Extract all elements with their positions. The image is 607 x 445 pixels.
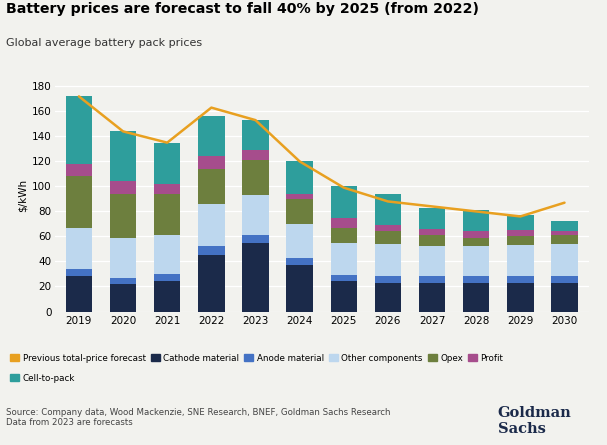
Bar	[419, 229, 446, 235]
Bar	[198, 255, 225, 312]
Bar	[154, 274, 180, 282]
Bar	[242, 150, 269, 160]
Bar	[331, 218, 357, 228]
Bar	[110, 238, 137, 278]
Bar	[463, 247, 489, 276]
Bar	[463, 210, 489, 231]
Bar	[198, 117, 225, 156]
Bar	[154, 143, 180, 184]
Bar	[287, 224, 313, 258]
Bar	[242, 235, 269, 243]
Bar	[66, 164, 92, 176]
Legend: Previous total-price forecast, Cathode material, Anode material, Other component: Previous total-price forecast, Cathode m…	[10, 354, 503, 363]
Bar	[507, 276, 534, 283]
Bar	[375, 283, 401, 311]
Bar	[375, 244, 401, 276]
Bar	[375, 225, 401, 231]
Bar	[419, 276, 446, 283]
Bar	[110, 194, 137, 238]
Y-axis label: $/kWh: $/kWh	[18, 179, 28, 212]
Bar	[287, 194, 313, 199]
Bar	[110, 182, 137, 194]
Bar	[66, 269, 92, 276]
Bar	[242, 160, 269, 195]
Bar	[551, 244, 578, 276]
Bar	[375, 231, 401, 244]
Bar	[463, 283, 489, 311]
Bar	[419, 283, 446, 311]
Bar	[375, 276, 401, 283]
Bar	[507, 245, 534, 276]
Bar	[242, 195, 269, 235]
Bar	[110, 131, 137, 182]
Bar	[198, 169, 225, 204]
Bar	[331, 186, 357, 218]
Bar	[375, 194, 401, 225]
Bar	[154, 184, 180, 194]
Bar	[110, 278, 137, 284]
Bar	[419, 247, 446, 276]
Text: Goldman
Sachs: Goldman Sachs	[498, 406, 571, 436]
Bar	[331, 243, 357, 275]
Bar	[551, 235, 578, 244]
Bar	[507, 236, 534, 245]
Text: Source: Company data, Wood Mackenzie, SNE Research, BNEF, Goldman Sachs Research: Source: Company data, Wood Mackenzie, SN…	[6, 408, 390, 427]
Bar	[551, 231, 578, 235]
Bar	[198, 204, 225, 247]
Bar	[198, 156, 225, 169]
Bar	[331, 228, 357, 243]
Bar	[198, 247, 225, 255]
Bar	[287, 199, 313, 224]
Text: Battery prices are forecast to fall 40% by 2025 (from 2022): Battery prices are forecast to fall 40% …	[6, 2, 479, 16]
Bar	[551, 283, 578, 311]
Text: Global average battery pack prices: Global average battery pack prices	[6, 38, 202, 48]
Bar	[66, 228, 92, 269]
Bar	[507, 283, 534, 311]
Bar	[242, 243, 269, 312]
Bar	[154, 282, 180, 312]
Bar	[551, 222, 578, 231]
Bar	[463, 276, 489, 283]
Bar	[331, 282, 357, 312]
Bar	[463, 238, 489, 247]
Bar	[419, 208, 446, 229]
Bar	[507, 215, 534, 230]
Bar	[242, 120, 269, 150]
Bar	[66, 176, 92, 228]
Bar	[66, 276, 92, 311]
Bar	[463, 231, 489, 238]
Bar	[154, 235, 180, 274]
Bar	[551, 276, 578, 283]
Bar	[331, 275, 357, 282]
Bar	[287, 258, 313, 265]
Bar	[66, 97, 92, 164]
Bar	[154, 194, 180, 235]
Bar	[110, 284, 137, 312]
Bar	[419, 235, 446, 247]
Bar	[287, 162, 313, 194]
Legend: Cell-to-pack: Cell-to-pack	[10, 374, 75, 383]
Bar	[507, 230, 534, 236]
Bar	[287, 265, 313, 311]
